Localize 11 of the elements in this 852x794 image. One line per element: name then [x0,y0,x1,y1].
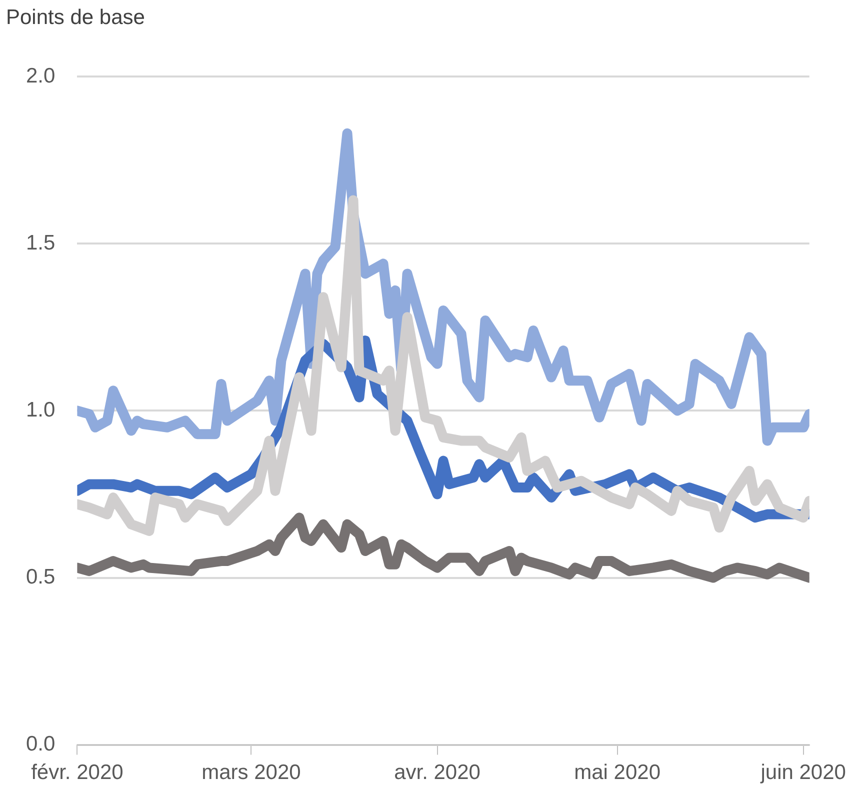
y-axis-title: Points de base [6,6,145,30]
x-tick-label: févr. 2020 [31,761,124,784]
x-tick-label: mai 2020 [574,761,661,784]
y-tick-label: 0.0 [26,732,56,756]
x-tick-label: mars 2020 [202,761,301,784]
x-tick-label: juin 2020 [760,761,846,784]
x-tick-label: avr. 2020 [394,761,480,784]
y-tick-label: 1.0 [26,398,56,422]
y-tick-label: 2.0 [26,64,56,88]
y-tick-label: 1.5 [26,231,56,254]
y-tick-label: 0.5 [26,566,56,589]
